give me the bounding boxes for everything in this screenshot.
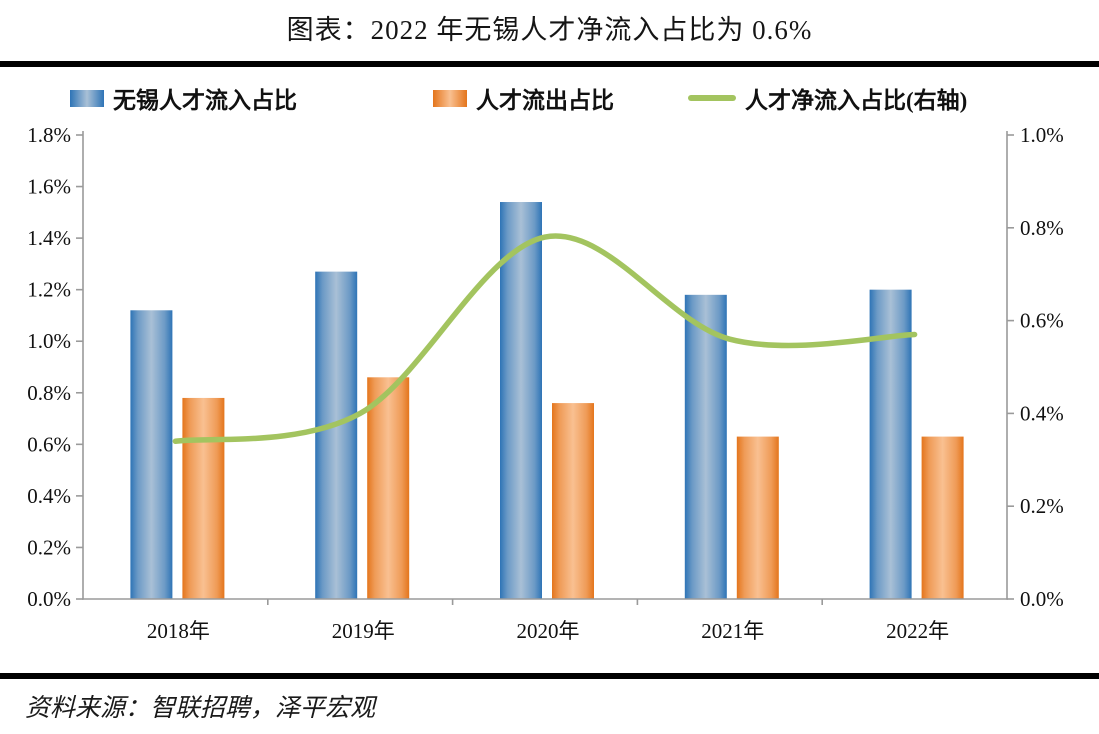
legend-label-outflow: 人才流出占比 xyxy=(476,88,614,113)
inflow-bar xyxy=(130,310,173,599)
chart-legend: 无锡人才流入占比 人才流出占比 人才净流入占比(右轴) xyxy=(0,82,1099,114)
y-axis-left-tick-label: 1.2% xyxy=(27,278,71,302)
x-axis-category-label: 2018年 xyxy=(147,619,210,643)
y-axis-left-tick-label: 1.4% xyxy=(27,226,71,250)
outflow-bar xyxy=(367,377,410,599)
net-inflow-line xyxy=(172,233,918,444)
inflow-swatch-icon xyxy=(70,89,104,107)
y-axis-left-tick-label: 1.0% xyxy=(27,329,71,353)
x-axis-category-label: 2022年 xyxy=(886,619,949,643)
y-axis-left-tick-label: 0.8% xyxy=(27,381,71,405)
outflow-bar xyxy=(552,403,594,599)
outflow-bar xyxy=(182,397,225,599)
y-axis-right-tick-label: 0.4% xyxy=(1020,401,1064,425)
source-note: 资料来源：智联招聘，泽平宏观 xyxy=(25,695,376,722)
y-axis-left-tick-label: 0.0% xyxy=(27,587,71,611)
x-axis-category-label: 2020年 xyxy=(517,619,580,643)
net-line-swatch-icon xyxy=(688,95,736,101)
inflow-bar xyxy=(684,294,727,599)
y-axis-left-tick-label: 0.2% xyxy=(27,535,71,559)
legend-label-net: 人才净流入占比(右轴) xyxy=(745,88,968,113)
outflow-bar xyxy=(921,436,964,599)
x-axis-category-label: 2021年 xyxy=(701,619,764,643)
outflow-swatch-icon xyxy=(433,89,467,107)
y-axis-left-tick-label: 1.6% xyxy=(27,175,71,199)
y-axis-right-tick-label: 0.8% xyxy=(1020,216,1064,240)
legend-item-inflow: 无锡人才流入占比 xyxy=(70,82,297,114)
legend-item-net: 人才净流入占比(右轴) xyxy=(688,82,967,114)
legend-item-outflow: 人才流出占比 xyxy=(433,82,614,114)
chart-title: 图表：2022 年无锡人才净流入占比为 0.6% xyxy=(286,15,813,45)
y-axis-right-tick-label: 0.2% xyxy=(1020,494,1064,518)
outflow-bar xyxy=(736,436,779,599)
y-axis-right-tick-label: 0.0% xyxy=(1020,587,1064,611)
y-axis-right-tick-label: 1.0% xyxy=(1020,123,1064,147)
y-axis-left-tick-label: 0.6% xyxy=(27,432,71,456)
inflow-bar xyxy=(500,202,542,599)
y-axis-left-tick-label: 1.8% xyxy=(27,123,71,147)
bottom-divider xyxy=(0,673,1099,679)
x-axis-category-label: 2019年 xyxy=(332,619,395,643)
inflow-bar xyxy=(315,271,358,599)
legend-label-inflow: 无锡人才流入占比 xyxy=(113,88,297,113)
y-axis-left-tick-label: 0.4% xyxy=(27,484,71,508)
y-axis-right-tick-label: 0.6% xyxy=(1020,309,1064,333)
top-divider xyxy=(0,61,1099,67)
